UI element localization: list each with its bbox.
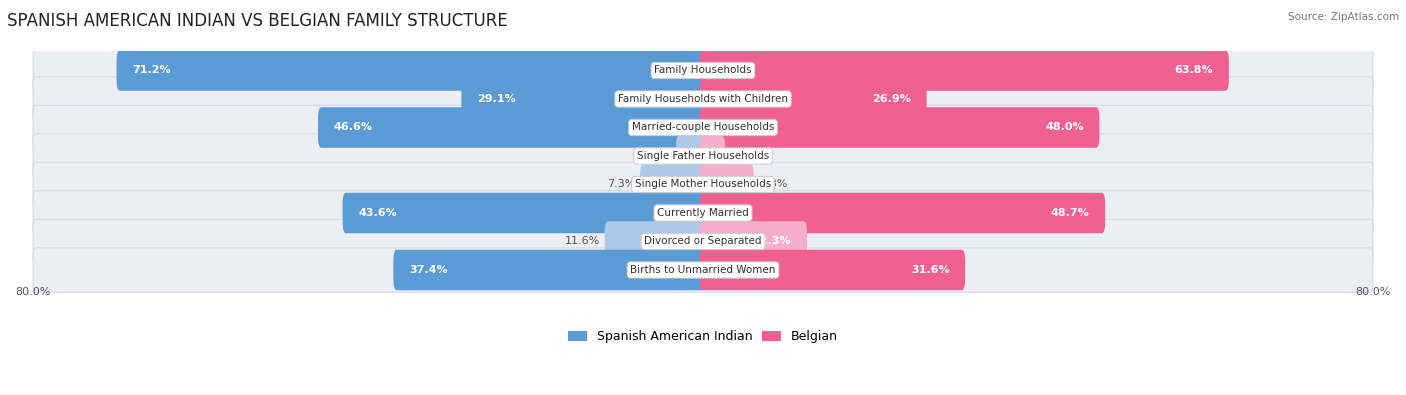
Text: Divorced or Separated: Divorced or Separated [644,237,762,246]
Text: 48.7%: 48.7% [1050,208,1090,218]
FancyBboxPatch shape [700,221,807,262]
Text: 71.2%: 71.2% [132,66,170,75]
FancyBboxPatch shape [394,250,706,290]
FancyBboxPatch shape [32,219,1374,264]
Text: Source: ZipAtlas.com: Source: ZipAtlas.com [1288,12,1399,22]
Text: 29.1%: 29.1% [477,94,516,104]
Text: 2.3%: 2.3% [730,151,758,161]
FancyBboxPatch shape [700,107,1099,148]
FancyBboxPatch shape [700,50,1229,91]
FancyBboxPatch shape [605,221,706,262]
FancyBboxPatch shape [318,107,706,148]
Text: Single Mother Households: Single Mother Households [636,179,770,190]
Text: 12.3%: 12.3% [754,237,792,246]
Text: 11.6%: 11.6% [565,237,600,246]
FancyBboxPatch shape [32,105,1374,150]
Text: Births to Unmarried Women: Births to Unmarried Women [630,265,776,275]
Text: 5.8%: 5.8% [759,179,787,190]
Text: Currently Married: Currently Married [657,208,749,218]
FancyBboxPatch shape [343,193,706,233]
FancyBboxPatch shape [676,136,706,176]
FancyBboxPatch shape [640,164,706,205]
FancyBboxPatch shape [700,164,754,205]
Text: 31.6%: 31.6% [911,265,949,275]
Text: 43.6%: 43.6% [359,208,396,218]
Text: 2.9%: 2.9% [643,151,671,161]
FancyBboxPatch shape [700,136,725,176]
Text: 26.9%: 26.9% [872,94,911,104]
Text: 80.0%: 80.0% [15,287,51,297]
Text: Family Households with Children: Family Households with Children [619,94,787,104]
Text: 37.4%: 37.4% [409,265,447,275]
FancyBboxPatch shape [32,48,1374,93]
FancyBboxPatch shape [700,250,965,290]
FancyBboxPatch shape [700,193,1105,233]
Text: Family Households: Family Households [654,66,752,75]
FancyBboxPatch shape [32,191,1374,235]
FancyBboxPatch shape [32,162,1374,207]
FancyBboxPatch shape [32,248,1374,292]
FancyBboxPatch shape [117,50,706,91]
FancyBboxPatch shape [461,79,706,119]
Text: 80.0%: 80.0% [1355,287,1391,297]
Legend: Spanish American Indian, Belgian: Spanish American Indian, Belgian [568,330,838,343]
Text: 63.8%: 63.8% [1174,66,1213,75]
Text: SPANISH AMERICAN INDIAN VS BELGIAN FAMILY STRUCTURE: SPANISH AMERICAN INDIAN VS BELGIAN FAMIL… [7,12,508,30]
Text: 7.3%: 7.3% [606,179,636,190]
FancyBboxPatch shape [700,79,927,119]
Text: Single Father Households: Single Father Households [637,151,769,161]
Text: 48.0%: 48.0% [1045,122,1084,132]
FancyBboxPatch shape [32,77,1374,121]
FancyBboxPatch shape [32,134,1374,178]
Text: 46.6%: 46.6% [333,122,373,132]
Text: Married-couple Households: Married-couple Households [631,122,775,132]
